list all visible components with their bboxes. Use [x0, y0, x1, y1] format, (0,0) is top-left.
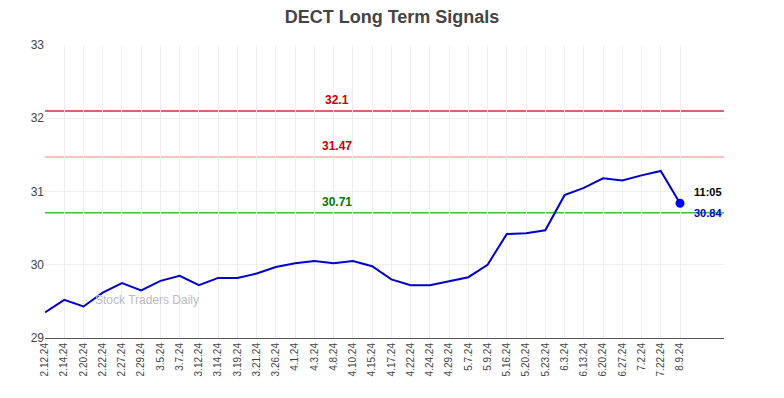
svg-text:7.22.24: 7.22.24 [655, 343, 666, 377]
svg-text:6.13.24: 6.13.24 [578, 343, 589, 377]
svg-text:5.16.24: 5.16.24 [501, 343, 512, 377]
svg-text:4.1.24: 4.1.24 [289, 343, 300, 371]
svg-text:5.20.24: 5.20.24 [520, 343, 531, 377]
svg-text:4.3.24: 4.3.24 [309, 343, 320, 371]
svg-text:3.19.24: 3.19.24 [232, 343, 243, 377]
svg-text:6.3.24: 6.3.24 [559, 343, 570, 371]
svg-text:3.21.24: 3.21.24 [251, 343, 262, 377]
svg-text:4.10.24: 4.10.24 [347, 343, 358, 377]
svg-text:32: 32 [31, 111, 45, 125]
svg-text:6.20.24: 6.20.24 [597, 343, 608, 377]
svg-text:31: 31 [31, 185, 45, 199]
svg-text:3.5.24: 3.5.24 [155, 343, 166, 371]
svg-text:4.24.24: 4.24.24 [424, 343, 435, 377]
svg-text:2.20.24: 2.20.24 [78, 343, 89, 377]
svg-text:2.27.24: 2.27.24 [116, 343, 127, 377]
svg-text:32.1: 32.1 [325, 93, 349, 107]
svg-text:8.9.24: 8.9.24 [674, 343, 685, 371]
svg-text:30.71: 30.71 [322, 195, 352, 209]
svg-text:3.14.24: 3.14.24 [212, 343, 223, 377]
svg-text:3.26.24: 3.26.24 [270, 343, 281, 377]
svg-text:2.14.24: 2.14.24 [58, 343, 69, 377]
svg-text:Stock Traders Daily: Stock Traders Daily [95, 293, 199, 307]
svg-text:3.7.24: 3.7.24 [174, 343, 185, 371]
svg-text:30.84: 30.84 [694, 207, 722, 219]
svg-text:11:05: 11:05 [694, 186, 722, 198]
svg-text:6.27.24: 6.27.24 [617, 343, 628, 377]
svg-text:4.22.24: 4.22.24 [405, 343, 416, 377]
svg-text:29: 29 [31, 331, 45, 345]
svg-text:DECT Long Term Signals: DECT Long Term Signals [285, 7, 500, 27]
svg-text:2.29.24: 2.29.24 [135, 343, 146, 377]
svg-text:5.7.24: 5.7.24 [463, 343, 474, 371]
svg-text:30: 30 [31, 258, 45, 272]
svg-text:4.17.24: 4.17.24 [386, 343, 397, 377]
svg-text:4.8.24: 4.8.24 [328, 343, 339, 371]
svg-text:2.12.24: 2.12.24 [39, 343, 50, 377]
svg-text:4.15.24: 4.15.24 [366, 343, 377, 377]
svg-text:4.29.24: 4.29.24 [443, 343, 454, 377]
svg-text:5.9.24: 5.9.24 [482, 343, 493, 371]
svg-text:7.2.24: 7.2.24 [636, 343, 647, 371]
svg-text:5.23.24: 5.23.24 [540, 343, 551, 377]
svg-text:33: 33 [31, 38, 45, 52]
svg-text:31.47: 31.47 [322, 139, 352, 153]
svg-text:3.12.24: 3.12.24 [193, 343, 204, 377]
svg-text:2.22.24: 2.22.24 [97, 343, 108, 377]
